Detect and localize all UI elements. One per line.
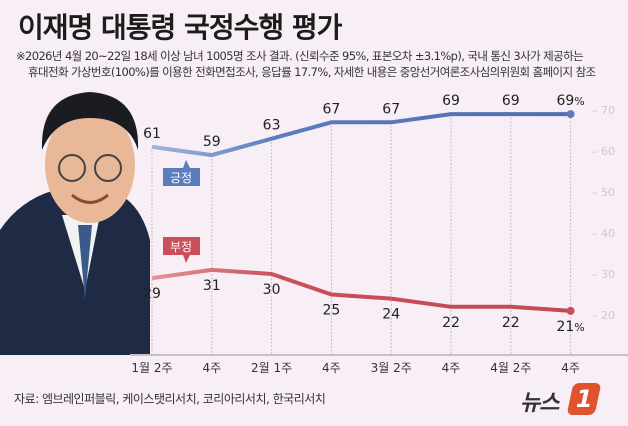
page-title: 이재명 대통령 국정수행 평가	[18, 11, 342, 44]
x-tick-label: 4주	[202, 361, 221, 375]
data-label: 24	[382, 307, 400, 323]
data-label: 67	[322, 101, 340, 117]
y-tick-label: – 20	[592, 309, 615, 322]
x-tick-label: 4주	[442, 361, 461, 375]
legend-negative: 부정	[163, 237, 200, 263]
legend-positive-label: 긍정	[170, 171, 192, 185]
legend-positive: 긍정	[163, 160, 200, 186]
data-label: 67	[382, 101, 400, 117]
news1-logo: 뉴스 1	[520, 383, 610, 417]
x-tick-label: 1월 2주	[131, 361, 172, 375]
data-label: 69%	[556, 93, 584, 109]
legend-negative-label: 부정	[170, 240, 192, 254]
data-label: 29	[143, 286, 161, 302]
x-tick-label: 4주	[561, 361, 580, 375]
data-label: 21%	[556, 319, 584, 335]
data-label: 63	[263, 118, 281, 134]
x-tick-label: 4월 2주	[490, 361, 531, 375]
x-tick-label: 4주	[322, 361, 341, 375]
y-tick-label: – 70	[592, 104, 615, 117]
y-tick-label: – 30	[592, 268, 615, 281]
x-tick-label: 2월 1주	[251, 361, 292, 375]
data-label: 31	[203, 278, 221, 294]
y-tick-label: – 40	[592, 227, 615, 240]
data-label: 69	[502, 93, 520, 109]
survey-note-line-1: ※2026년 4월 20~22일 18세 이상 남녀 1005명 조사 결과. …	[16, 49, 584, 63]
data-label: 61	[143, 126, 161, 142]
data-label: 22	[442, 315, 460, 331]
series-endpoint	[566, 306, 575, 315]
data-label: 59	[203, 134, 221, 150]
data-label: 30	[263, 282, 281, 298]
president-photo	[0, 92, 150, 355]
source-note: 자료: 엠브레인퍼블릭, 케이스탯리서치, 코리아리서치, 한국리서치	[14, 392, 326, 406]
series-endpoint	[566, 110, 575, 119]
y-tick-label: – 50	[592, 186, 615, 199]
series-line-negative	[151, 267, 571, 313]
survey-note-line-2: 휴대전화 가상번호(100%)를 이용한 전화면접조사, 응답률 17.7%, …	[28, 65, 596, 79]
x-tick-label: 3월 2주	[371, 361, 412, 375]
series-line-positive	[151, 112, 571, 158]
data-label: 69	[442, 93, 460, 109]
data-label: 25	[322, 303, 340, 319]
data-label: 22	[502, 315, 520, 331]
y-tick-label: – 60	[592, 145, 615, 158]
